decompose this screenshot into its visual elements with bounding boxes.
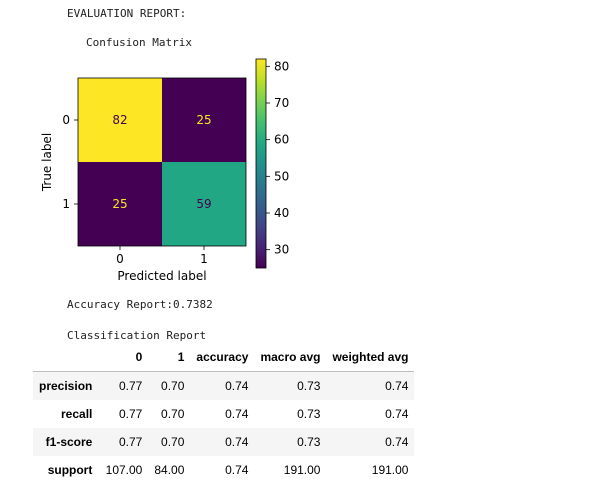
y-tick-label: 1 bbox=[62, 197, 70, 211]
table-header-row: 0 1 accuracy macro avg weighted avg bbox=[33, 343, 415, 372]
table-cell: 0.77 bbox=[119, 435, 143, 449]
matrix-frame bbox=[77, 77, 247, 247]
matrix-cell-labels: 82 25 25 59 bbox=[112, 113, 211, 211]
colorbar bbox=[255, 58, 267, 269]
matrix-cell bbox=[78, 162, 162, 246]
table-row: precision 0.77 0.70 0.74 0.73 0.74 bbox=[33, 371, 415, 400]
table-cell: 0.70 bbox=[161, 379, 185, 393]
table-cell: 0.70 bbox=[161, 435, 185, 449]
table-cell: 0.73 bbox=[297, 379, 321, 393]
column-header: weighted avg bbox=[326, 343, 415, 372]
table-cell: 191.00 bbox=[283, 463, 321, 477]
confusion-matrix-title: Confusion Matrix bbox=[86, 36, 192, 49]
column-header: 1 bbox=[148, 343, 191, 372]
table-cell: 0.74 bbox=[385, 379, 409, 393]
matrix-cell-value: 25 bbox=[112, 197, 127, 211]
table-cell: 0.70 bbox=[161, 407, 185, 421]
column-header: macro avg bbox=[254, 343, 327, 372]
row-header: support bbox=[47, 463, 93, 477]
row-header: f1-score bbox=[45, 435, 93, 449]
colorbar-tick-label: 50 bbox=[274, 169, 289, 183]
table-cell: 0.74 bbox=[225, 407, 249, 421]
y-tick-label: 0 bbox=[62, 113, 70, 127]
accuracy-report: Accuracy Report:0.7382 bbox=[67, 298, 213, 311]
table-cell: 0.77 bbox=[119, 407, 143, 421]
classification-report-table: 0 1 accuracy macro avg weighted avg prec… bbox=[33, 343, 415, 484]
table-cell: 0.74 bbox=[385, 435, 409, 449]
matrix-cells bbox=[78, 78, 246, 246]
matrix-cell bbox=[78, 78, 162, 162]
matrix-cell-value: 82 bbox=[112, 113, 127, 127]
colorbar-tick-label: 70 bbox=[274, 96, 289, 110]
x-tick-label: 1 bbox=[200, 252, 208, 266]
matrix-cell-value: 25 bbox=[196, 113, 211, 127]
column-header: 0 bbox=[98, 343, 149, 372]
colorbar-tick-label: 80 bbox=[274, 59, 289, 73]
matrix-cell bbox=[162, 78, 246, 162]
y-axis-label: True label bbox=[40, 133, 54, 192]
table-cell: 191.00 bbox=[371, 463, 409, 477]
classification-report-title: Classification Report bbox=[67, 329, 207, 342]
matrix-cell bbox=[162, 162, 246, 246]
confusion-matrix-chart: 82 25 25 59 0 1 0 1 Predicted label True label 3… bbox=[40, 58, 289, 283]
table-corner bbox=[33, 343, 99, 372]
column-header: accuracy bbox=[190, 343, 255, 372]
table-cell: 84.00 bbox=[154, 463, 185, 477]
table-cell: 0.74 bbox=[225, 435, 249, 449]
evaluation-report-title: EVALUATION REPORT: bbox=[67, 7, 187, 20]
matrix-cell-value: 59 bbox=[196, 197, 211, 211]
colorbar-ticks: 30 40 50 60 70 80 bbox=[266, 59, 289, 257]
table-row: f1-score 0.77 0.70 0.74 0.73 0.74 bbox=[33, 428, 415, 456]
matrix-axes: 0 1 0 1 Predicted label True label bbox=[40, 77, 247, 283]
table-cell: 107.00 bbox=[105, 463, 143, 477]
x-axis-label: Predicted label bbox=[117, 269, 206, 283]
table-cell: 0.74 bbox=[225, 379, 249, 393]
table-cell: 0.73 bbox=[297, 435, 321, 449]
table-row: recall 0.77 0.70 0.74 0.73 0.74 bbox=[33, 400, 414, 428]
table-cell: 0.73 bbox=[297, 407, 321, 421]
table-cell: 0.77 bbox=[119, 379, 143, 393]
colorbar-tick-label: 40 bbox=[274, 206, 289, 220]
row-header: precision bbox=[39, 379, 93, 393]
colorbar-tick-label: 60 bbox=[274, 133, 289, 147]
table-row: support 107.00 84.00 0.74 191.00 191.00 bbox=[33, 456, 414, 484]
colorbar-tick-label: 30 bbox=[274, 243, 289, 257]
table-cell: 0.74 bbox=[225, 463, 249, 477]
row-header: recall bbox=[61, 407, 93, 421]
table-cell: 0.74 bbox=[385, 407, 409, 421]
x-tick-label: 0 bbox=[116, 252, 124, 266]
